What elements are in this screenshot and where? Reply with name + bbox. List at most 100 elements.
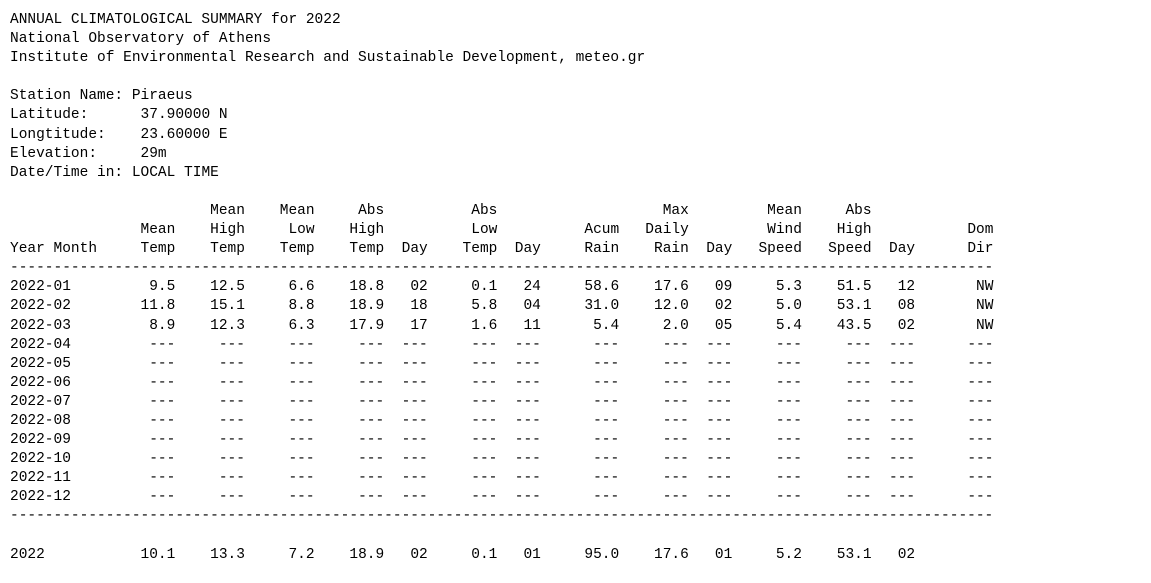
cell-abs_low: ---	[427, 451, 498, 468]
column-header-mean_low: Low	[244, 222, 315, 239]
cell-mean_high: ---	[175, 432, 245, 449]
table-row: 2022-02 11.8 15.1 8.8 18.9 18 5.8 04 31.…	[10, 297, 993, 316]
elevation-label: Elevation:	[10, 145, 98, 162]
column-header-rain: Rain	[540, 241, 620, 258]
cell-max_rain: 2.0	[619, 317, 689, 334]
cell-speed_day: 08	[871, 298, 916, 315]
total-mean_high: 13.3	[175, 546, 245, 563]
cell-dir: ---	[915, 451, 994, 468]
column-header-abs_high: Abs	[314, 202, 385, 219]
table-row: 2022-05 --- --- --- --- --- --- --- --- …	[10, 355, 993, 374]
column-header-rain: Acum	[540, 222, 620, 239]
cell-abs_low: ---	[427, 489, 498, 506]
column-header-abs_high_day: Day	[384, 241, 428, 258]
cell-mean_low: 6.6	[244, 279, 315, 296]
cell-ym: 2022-03	[10, 317, 124, 334]
climate-report: ANNUAL CLIMATOLOGICAL SUMMARY for 2022 Na…	[10, 11, 993, 565]
column-header-mean_temp: Temp	[123, 241, 176, 258]
cell-abs_low_day: ---	[497, 412, 541, 429]
cell-ym: 2022-07	[10, 393, 124, 410]
column-header-abs_low_day: Day	[497, 241, 541, 258]
column-header-abs_low: Temp	[427, 241, 498, 258]
cell-high_speed: 53.1	[801, 298, 872, 315]
cell-high_speed: ---	[801, 355, 872, 372]
cell-speed_day: ---	[871, 374, 916, 391]
table-row: 2022-12 --- --- --- --- --- --- --- --- …	[10, 488, 993, 507]
cell-mean_temp: ---	[123, 489, 176, 506]
time-zone-line: Date/Time in: LOCAL TIME	[10, 164, 993, 183]
total-mean_low: 7.2	[244, 546, 315, 563]
cell-wind: ---	[732, 432, 802, 449]
longitude-value: 23.60000 E	[140, 126, 228, 143]
station-name-value: Piraeus	[131, 88, 193, 105]
column-header-abs_low_day	[497, 203, 541, 219]
cell-ym: 2022-05	[10, 355, 124, 372]
cell-max_rain: 17.6	[619, 279, 689, 296]
table-divider: ----------------------------------------…	[10, 507, 993, 526]
cell-high_speed: ---	[801, 393, 872, 410]
column-header-mean_temp: Mean	[123, 222, 176, 239]
cell-rain: ---	[540, 470, 620, 487]
cell-max_rain: ---	[619, 374, 689, 391]
column-header-mean_low: Temp	[244, 241, 315, 258]
cell-high_speed: 51.5	[801, 279, 872, 296]
column-header-max_rain_day	[689, 222, 733, 238]
latitude-value: 37.90000 N	[140, 107, 228, 124]
cell-ym: 2022-02	[10, 298, 124, 315]
cell-rain: ---	[540, 393, 620, 410]
cell-max_rain_day: ---	[688, 451, 733, 468]
cell-abs_low_day: ---	[497, 432, 541, 449]
cell-max_rain: 12.0	[619, 298, 689, 315]
divider-line: ----------------------------------------…	[10, 260, 994, 277]
cell-dir: ---	[915, 432, 994, 449]
cell-dir: ---	[915, 470, 994, 487]
cell-abs_high: ---	[314, 489, 385, 506]
cell-mean_high: 12.5	[175, 279, 245, 296]
column-header-abs_high: Temp	[314, 241, 385, 258]
cell-dir: ---	[915, 355, 994, 372]
cell-abs_high: ---	[314, 355, 385, 372]
elevation-line: Elevation: 29m	[10, 145, 993, 164]
cell-high_speed: ---	[801, 489, 872, 506]
cell-wind: 5.3	[732, 279, 802, 296]
cell-mean_high: ---	[175, 489, 245, 506]
cell-wind: ---	[732, 374, 802, 391]
cell-abs_low: ---	[427, 432, 498, 449]
cell-abs_high: 17.9	[314, 317, 385, 334]
table-row: 2022-04 --- --- --- --- --- --- --- --- …	[10, 336, 993, 355]
cell-mean_high: ---	[175, 336, 245, 353]
cell-wind: ---	[732, 336, 802, 353]
cell-mean_temp: 11.8	[123, 298, 176, 315]
cell-dir: NW	[915, 317, 994, 334]
cell-ym: 2022-11	[10, 470, 124, 487]
cell-abs_low: 0.1	[427, 279, 498, 296]
cell-max_rain: ---	[619, 336, 689, 353]
time-zone-value: LOCAL TIME	[131, 164, 219, 181]
total-max_rain: 17.6	[619, 546, 689, 563]
cell-abs_low: 5.8	[427, 298, 498, 315]
cell-ym: 2022-10	[10, 451, 124, 468]
cell-mean_temp: ---	[123, 355, 176, 372]
table-row: 2022-11 --- --- --- --- --- --- --- --- …	[10, 469, 993, 488]
elevation-value: 29m	[140, 145, 167, 162]
cell-max_rain: ---	[619, 393, 689, 410]
cell-abs_high: 18.8	[314, 279, 385, 296]
column-header-mean_high: High	[175, 222, 245, 239]
cell-mean_low: ---	[244, 412, 315, 429]
cell-abs_low_day: ---	[497, 355, 541, 372]
cell-mean_high: 12.3	[175, 317, 245, 334]
cell-max_rain_day: 09	[688, 279, 733, 296]
cell-max_rain_day: ---	[688, 489, 733, 506]
blank-line	[10, 183, 993, 202]
column-header-max_rain: Max	[619, 202, 689, 219]
cell-mean_low: ---	[244, 470, 315, 487]
column-header-speed_day: Day	[871, 241, 916, 258]
cell-wind: 5.4	[732, 317, 802, 334]
cell-max_rain_day: ---	[688, 412, 733, 429]
cell-abs_low: 1.6	[427, 317, 498, 334]
cell-max_rain: ---	[619, 432, 689, 449]
cell-rain: ---	[540, 451, 620, 468]
cell-mean_low: ---	[244, 489, 315, 506]
cell-abs_high_day: ---	[384, 412, 428, 429]
cell-ym: 2022-04	[10, 336, 124, 353]
